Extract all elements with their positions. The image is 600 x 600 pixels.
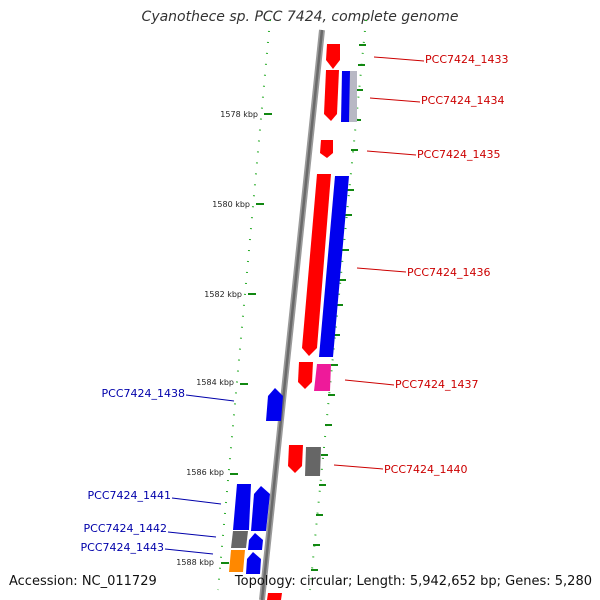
gene-feature-1436b[interactable]	[319, 176, 349, 357]
gene-feature-1442b[interactable]	[248, 533, 263, 550]
gene-label[interactable]: PCC7424_1433	[425, 53, 508, 66]
gene-feature-1441b[interactable]	[251, 486, 270, 531]
tick-label: 1584 kbp	[196, 378, 234, 387]
gene-feature-1434[interactable]	[324, 70, 339, 121]
leader-lines	[164, 56, 425, 555]
gene-labels: PCC7424_1433 PCC7424_1434 PCC7424_1435 P…	[81, 53, 509, 554]
genome-summary-text: Topology: circular; Length: 5,942,652 bp…	[234, 574, 592, 589]
gene-feature-1436[interactable]	[302, 174, 331, 356]
map-title: Cyanothece sp. PCC 7424, complete genome	[141, 9, 459, 25]
gene-label[interactable]: PCC7424_1442	[84, 522, 167, 535]
gene-feature-1435[interactable]	[320, 140, 333, 158]
accession-text: Accession: NC_011729	[9, 574, 157, 589]
tick-label: 1586 kbp	[186, 468, 224, 477]
gene-feature-1437b[interactable]	[314, 364, 331, 391]
gene-label[interactable]: PCC7424_1434	[421, 94, 504, 107]
gene-feature-1437[interactable]	[298, 362, 313, 389]
tick-label: 1578 kbp	[220, 110, 258, 119]
genome-backbone	[259, 29, 325, 600]
tick-label: 1582 kbp	[204, 290, 242, 299]
gene-label[interactable]: PCC7424_1443	[81, 541, 164, 554]
reverse-strand-genes	[229, 388, 283, 574]
gene-label[interactable]: PCC7424_1440	[384, 463, 467, 476]
forward-strand-genes	[288, 44, 357, 476]
gene-label[interactable]: PCC7424_1435	[417, 148, 500, 161]
gene-feature-1438[interactable]	[266, 388, 283, 421]
gene-feature-1441[interactable]	[233, 484, 251, 530]
gene-feature-1442[interactable]	[231, 531, 248, 548]
gene-feature-1440[interactable]	[288, 445, 303, 473]
scale-tick-labels: 1578 kbp 1580 kbp 1582 kbp 1584 kbp 1586…	[176, 110, 258, 567]
tick-label: 1580 kbp	[212, 200, 250, 209]
gene-feature-1434c[interactable]	[349, 71, 357, 122]
gene-label[interactable]: PCC7424_1441	[88, 489, 171, 502]
gene-feature-1440b[interactable]	[305, 447, 321, 476]
gene-feature-1434b[interactable]	[341, 71, 350, 122]
tick-label: 1588 kbp	[176, 558, 214, 567]
gene-label[interactable]: PCC7424_1437	[395, 378, 478, 391]
gene-feature-1433[interactable]	[326, 44, 340, 69]
gene-feature-1443[interactable]	[229, 550, 245, 572]
gene-arrow-bottom[interactable]	[267, 593, 282, 600]
gene-label[interactable]: PCC7424_1438	[102, 387, 185, 400]
gene-label[interactable]: PCC7424_1436	[407, 266, 490, 279]
scale-ticks	[221, 44, 366, 571]
gene-feature-1443b[interactable]	[246, 552, 261, 574]
